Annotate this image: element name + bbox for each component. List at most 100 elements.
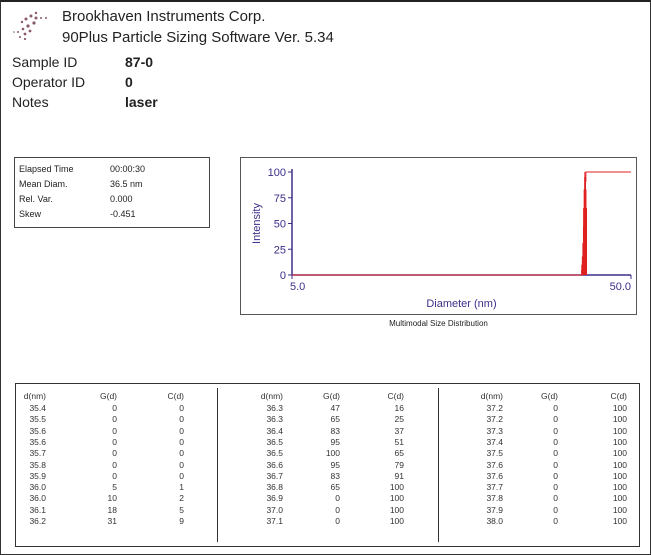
skew-value: -0.451 — [110, 209, 136, 219]
elapsed-time-value: 00:00:30 — [110, 164, 146, 174]
c-value: 9 — [179, 516, 184, 526]
d-value: 36.7 — [266, 470, 283, 481]
d-value: 36.6 — [266, 459, 283, 470]
column-header: C(d) — [167, 391, 184, 401]
c-value: 100 — [612, 516, 627, 526]
g-value: 0 — [553, 414, 558, 425]
c-value: 100 — [389, 516, 404, 526]
y-tick-label: 25 — [274, 244, 286, 256]
d-value: 36.8 — [266, 482, 283, 493]
d-value: 36.9 — [266, 493, 283, 504]
sample-id-label: Sample ID — [12, 54, 78, 70]
column-header: C(d) — [387, 391, 404, 401]
mean-diam-value: 36.5 nm — [110, 179, 143, 189]
c-value: 65 — [394, 448, 404, 459]
g-value: 95 — [330, 459, 340, 470]
d-value: 36.0 — [29, 482, 46, 493]
size-distribution-chart: 0 25 50 75 100 5.0 50.0 Diameter (nm) Intensity — [240, 157, 637, 315]
cumulative-line — [292, 171, 631, 276]
g-value: 18 — [107, 504, 117, 515]
x-axis-label: Diameter (nm) — [426, 298, 496, 310]
notes-label: Notes — [12, 94, 49, 110]
g-value: 0 — [553, 448, 558, 459]
rel-var-value: 0.000 — [110, 194, 133, 204]
c-value: 0 — [179, 414, 184, 425]
g-value: 0 — [553, 504, 558, 515]
summary-box: Elapsed Time 00:00:30 Mean Diam. 36.5 nm… — [14, 157, 210, 228]
c-value: 100 — [612, 504, 627, 515]
notes-value: laser — [125, 94, 158, 110]
g-value: 65 — [330, 414, 340, 425]
d-value: 37.2 — [486, 414, 503, 425]
y-tick-label: 50 — [274, 219, 286, 231]
column-header: G(d) — [541, 391, 558, 401]
d-value: 35.7 — [29, 448, 46, 459]
c-value: 2 — [179, 493, 184, 504]
software-version: 90Plus Particle Sizing Software Ver. 5.3… — [62, 29, 334, 46]
group-divider — [217, 388, 218, 542]
d-value: 37.4 — [486, 436, 503, 447]
sample-id-value: 87-0 — [125, 54, 154, 70]
g-value: 5 — [112, 482, 117, 493]
group-divider — [438, 388, 439, 542]
g-value: 0 — [553, 516, 558, 526]
d-value: 35.5 — [29, 414, 46, 425]
rel-var-label: Rel. Var. — [19, 194, 53, 204]
g-value: 0 — [112, 448, 117, 459]
g-value: 0 — [553, 425, 558, 436]
g-value: 31 — [107, 516, 117, 526]
column-header: C(d) — [610, 391, 627, 401]
d-value: 37.6 — [486, 470, 503, 481]
d-value: 37.6 — [486, 459, 503, 470]
d-value: 37.2 — [486, 403, 503, 413]
c-value: 100 — [612, 425, 627, 436]
g-value: 0 — [553, 403, 558, 413]
g-value: 0 — [112, 425, 117, 436]
g-value: 0 — [112, 414, 117, 425]
g-value: 83 — [330, 425, 340, 436]
d-value: 35.8 — [29, 459, 46, 470]
d-value: 37.0 — [266, 504, 283, 515]
d-value: 36.3 — [266, 414, 283, 425]
c-value: 100 — [612, 482, 627, 493]
x-tick-label: 5.0 — [290, 281, 305, 293]
company-name: Brookhaven Instruments Corp. — [62, 8, 266, 25]
g-value: 100 — [325, 448, 340, 459]
g-value: 0 — [553, 459, 558, 470]
g-value: 0 — [335, 504, 340, 515]
x-tick-label: 50.0 — [610, 281, 631, 293]
operator-id-value: 0 — [125, 74, 133, 90]
y-tick-label: 100 — [268, 167, 286, 179]
g-value: 95 — [330, 436, 340, 447]
g-value: 0 — [112, 436, 117, 447]
g-value: 10 — [107, 493, 117, 504]
c-value: 100 — [612, 403, 627, 413]
d-value: 37.1 — [266, 516, 283, 526]
column-header: d(nm) — [480, 391, 503, 401]
y-axis-label: Intensity — [251, 203, 263, 244]
g-value: 0 — [553, 436, 558, 447]
column-header: d(nm) — [23, 391, 46, 401]
d-value: 36.5 — [266, 436, 283, 447]
d-value: 37.8 — [486, 493, 503, 504]
c-value: 5 — [179, 504, 184, 515]
chart-title: Multimodal Size Distribution — [389, 319, 488, 328]
elapsed-time-label: Elapsed Time — [19, 164, 74, 174]
c-value: 0 — [179, 459, 184, 470]
g-value: 0 — [112, 459, 117, 470]
c-value: 37 — [394, 425, 404, 436]
c-value: 1 — [179, 482, 184, 493]
operator-id-label: Operator ID — [12, 74, 86, 90]
column-header: d(nm) — [260, 391, 283, 401]
c-value: 100 — [612, 470, 627, 481]
d-value: 38.0 — [486, 516, 503, 526]
y-tick-label: 75 — [274, 193, 286, 205]
d-value: 36.4 — [266, 425, 283, 436]
g-value: 65 — [330, 482, 340, 493]
c-value: 100 — [612, 448, 627, 459]
g-value: 0 — [553, 493, 558, 504]
column-header: G(d) — [100, 391, 117, 401]
g-value: 0 — [112, 403, 117, 413]
c-value: 25 — [394, 414, 404, 425]
c-value: 0 — [179, 425, 184, 436]
